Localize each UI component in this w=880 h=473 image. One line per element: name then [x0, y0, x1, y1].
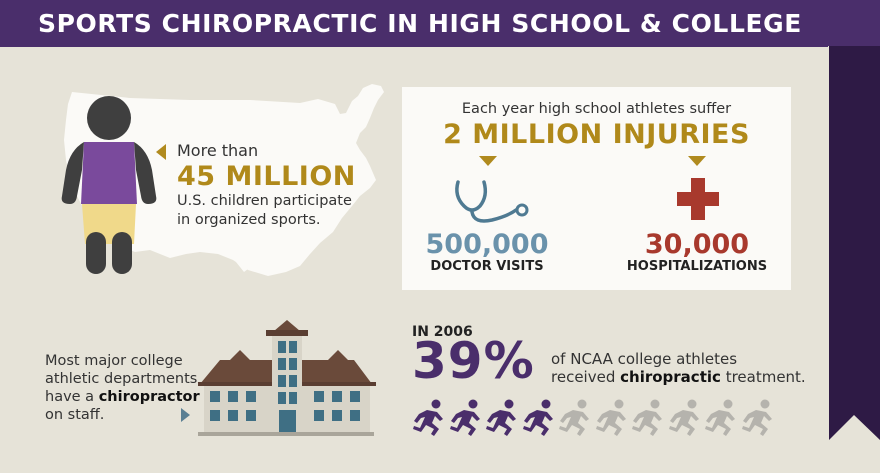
runner-icon: [486, 399, 516, 436]
down-arrow-icon: [479, 156, 497, 166]
hospitalizations-label: HOSPITALIZATIONS: [626, 259, 768, 274]
injuries-card: Each year high school athletes suffer 2 …: [402, 87, 791, 290]
runner-icon: [522, 399, 553, 436]
participation-description: U.S. children participate in organized s…: [177, 193, 352, 228]
runner-icon: [449, 399, 480, 436]
pointer-arrow: [156, 144, 166, 160]
runner-icon: [705, 399, 735, 436]
pointer-arrow: [181, 408, 190, 422]
staff-text-before: Most major college athletic departments …: [45, 353, 198, 405]
ncaa-line-2-after: treatment.: [725, 368, 806, 386]
ncaa-line-2: received chiropractic treatment.: [551, 368, 806, 386]
page-title: SPORTS CHIROPRACTIC IN HIGH SCHOOL & COL…: [38, 9, 802, 38]
ncaa-description: of NCAA college athletes received chirop…: [551, 350, 806, 386]
hospitalizations-value: 30,000: [644, 229, 750, 260]
injuries-intro: Each year high school athletes suffer: [461, 101, 732, 117]
stethoscope-icon: [455, 180, 529, 223]
runner-icon: [559, 399, 589, 436]
participation-number: 45 MILLION: [177, 161, 356, 192]
staff-text-after: on staff.: [45, 407, 105, 423]
doctor-visits-value: 500,000: [425, 229, 549, 260]
runner-icon: [741, 399, 772, 436]
runner-icon: [413, 399, 443, 436]
down-arrow-icon: [688, 156, 706, 166]
runner-icon: [595, 399, 626, 436]
doctor-visits-label: DOCTOR VISITS: [430, 259, 544, 274]
participation-prefix: More than: [177, 141, 259, 160]
ncaa-year-label: IN 2006: [412, 324, 473, 340]
ncaa-line-2-before: received: [551, 368, 616, 386]
ncaa-percent: 39%: [412, 332, 535, 390]
runner-icon: [632, 399, 662, 436]
title-banner: SPORTS CHIROPRACTIC IN HIGH SCHOOL & COL…: [0, 0, 828, 47]
injuries-headline: 2 MILLION INJURIES: [443, 119, 750, 150]
ncaa-line-1: of NCAA college athletes: [551, 350, 738, 368]
staff-statement: Most major college athletic departments …: [45, 352, 205, 424]
ncaa-line-2-emphasis: chiropractic: [620, 368, 721, 386]
medical-cross-icon: [677, 178, 719, 220]
staff-emphasis: chiropractor: [98, 389, 200, 405]
runner-icon: [668, 399, 699, 436]
